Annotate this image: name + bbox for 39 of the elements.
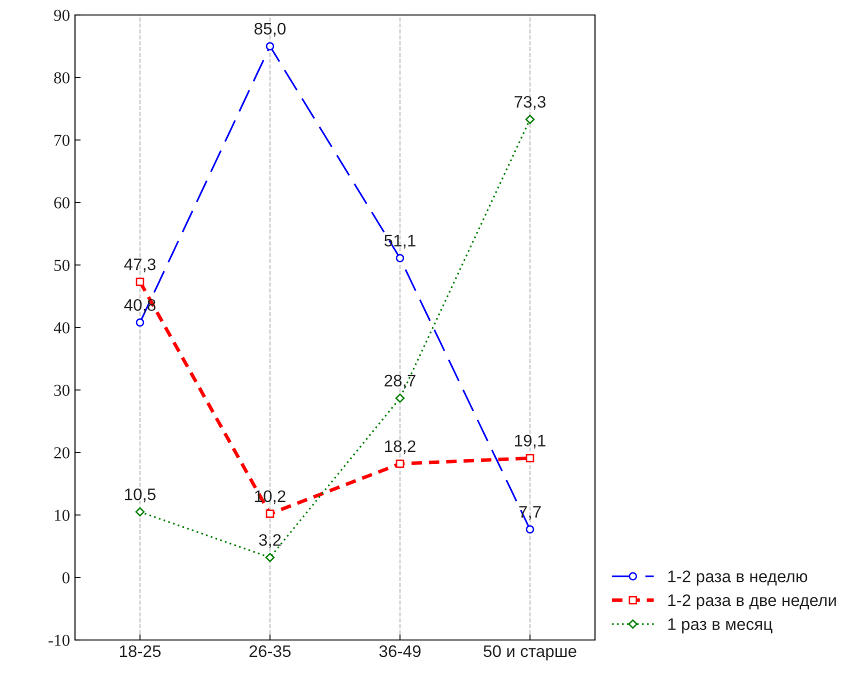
point (136, 278, 144, 286)
point (266, 510, 274, 518)
data-label: 3,2 (259, 534, 281, 548)
point (135, 507, 145, 516)
y-tick-label: 0 (62, 572, 70, 584)
y-tick-label: 50 (54, 260, 70, 271)
point (396, 460, 404, 468)
y-tick-label: 70 (54, 134, 70, 146)
data-label: 18,2 (385, 440, 416, 454)
x-tick-label: 18-25 (120, 645, 161, 658)
x-tick-label: 26-35 (250, 645, 291, 658)
legend-label: 1-2 раза в две недели (668, 594, 836, 610)
y-tick-label: 10 (54, 510, 70, 521)
y-tick-label: -10 (48, 634, 70, 646)
point (265, 552, 275, 562)
point (136, 318, 144, 327)
y-tick-label: 60 (54, 197, 70, 208)
data-label: 19,1 (515, 434, 546, 448)
legend-label: 1 раз в месяц (668, 618, 772, 634)
point (526, 454, 534, 462)
y-tick-label: 90 (54, 10, 70, 21)
data-label: 73,3 (514, 96, 546, 110)
data-label: 51,1 (384, 234, 416, 248)
y-tick-label: 20 (54, 447, 70, 458)
legend-label: 1-2 раза в неделю (668, 570, 808, 586)
data-label: 10,5 (125, 488, 156, 502)
point (395, 394, 405, 403)
data-label: 47,3 (124, 258, 156, 272)
data-label: 28,7 (384, 374, 416, 388)
x-tick-label: 50 и старше (484, 645, 576, 660)
y-tick-label: 30 (54, 384, 70, 396)
y-tick-label: 40 (54, 322, 70, 334)
point (525, 114, 535, 124)
data-label: 85,0 (254, 22, 286, 37)
point (396, 254, 404, 262)
y-tick-label: 80 (54, 72, 70, 84)
point (526, 525, 534, 534)
point (266, 42, 274, 50)
x-tick-label: 36-49 (379, 645, 421, 658)
